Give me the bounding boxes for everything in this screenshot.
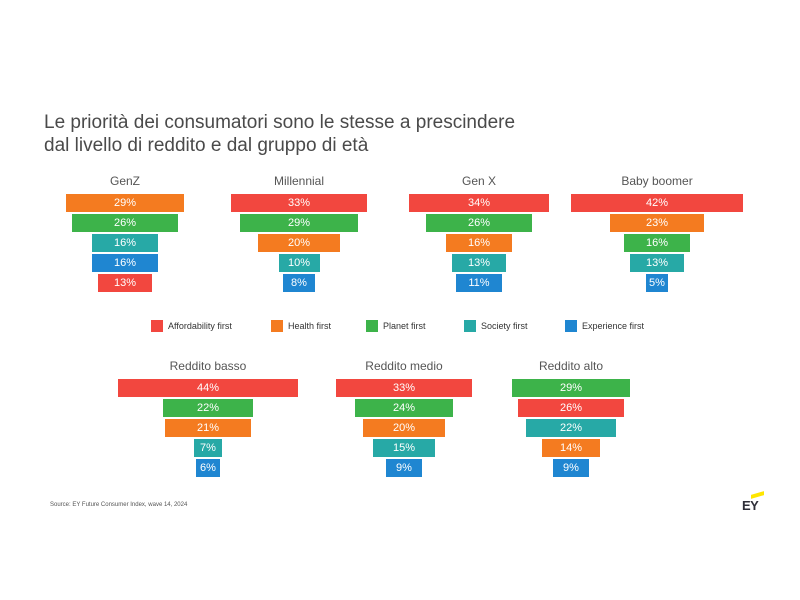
funnel-title: GenZ — [109, 174, 140, 188]
bar-society-first: 10% — [278, 254, 320, 272]
funnel-millennial: Millennial 33% 29% 20% 10% 8% — [219, 174, 379, 294]
legend: Affordability first Health first Planet fi… — [151, 320, 671, 336]
legend-label: Planet first — [383, 321, 426, 331]
legend-swatch — [366, 320, 378, 332]
title-line-1: Le priorità dei consumatori sono le stes… — [44, 112, 516, 133]
bar-affordability-first: 33% — [231, 194, 367, 212]
bar-health-first: 21% — [164, 419, 252, 437]
funnel-title: Millennial — [273, 174, 325, 188]
bar-health-first: 29% — [65, 194, 185, 212]
funnel-title: Reddito basso — [169, 359, 247, 373]
bar-affordability-first: 26% — [517, 399, 625, 417]
funnel-reddito-alto: Reddito alto 29% 26% 22% 14% 9% — [491, 359, 651, 479]
bar-affordability-first: 13% — [98, 274, 152, 292]
bar-health-first: 14% — [542, 439, 600, 457]
bar-society-first: 13% — [630, 254, 684, 272]
bar-experience-first: 5% — [646, 274, 668, 292]
legend-label: Affordability first — [168, 321, 232, 331]
funnel-baby-boomer: Baby boomer 42% 23% 16% 13% 5% — [570, 174, 744, 294]
page-title: Le priorità dei consumatori sono le stes… — [44, 111, 604, 157]
funnel-gen-x: Gen X 34% 26% 16% 13% 11% — [399, 174, 559, 294]
bar-affordability-first: 33% — [336, 379, 472, 397]
bar-planet-first: 26% — [71, 214, 179, 232]
funnel-title: Reddito medio — [365, 359, 443, 373]
funnel-title: Reddito alto — [538, 359, 604, 373]
funnel-reddito-basso: Reddito basso 44% 22% 21% 7% 6% — [117, 359, 299, 479]
bar-health-first: 20% — [258, 234, 340, 252]
bar-experience-first: 8% — [282, 274, 316, 292]
bar-health-first: 20% — [363, 419, 445, 437]
funnel-reddito-medio: Reddito medio 33% 24% 20% 15% 9% — [324, 359, 484, 479]
bar-society-first: 22% — [525, 419, 617, 437]
legend-swatch — [565, 320, 577, 332]
legend-label: Experience first — [582, 321, 645, 331]
bar-society-first: 7% — [193, 439, 223, 457]
funnel-genz: GenZ 29% 26% 16% 16% 13% — [45, 174, 205, 294]
ey-logo-text: EY — [742, 498, 759, 513]
bar-planet-first: 29% — [511, 379, 631, 397]
bar-health-first: 23% — [609, 214, 705, 232]
funnel-title: Baby boomer — [621, 174, 693, 188]
bar-planet-first: 24% — [354, 399, 454, 417]
bar-health-first: 16% — [446, 234, 512, 252]
bar-society-first: 16% — [92, 234, 158, 252]
legend-label: Society first — [481, 321, 528, 331]
legend-label: Health first — [288, 321, 332, 331]
bar-experience-first: 9% — [552, 459, 590, 477]
ey-logo: EY — [742, 491, 766, 514]
title-line-2: dal livello di reddito e dal gruppo di e… — [44, 135, 369, 156]
bar-affordability-first: 34% — [409, 194, 549, 212]
bar-planet-first: 16% — [624, 234, 690, 252]
legend-swatch — [464, 320, 476, 332]
funnel-title: Gen X — [461, 174, 497, 188]
legend-swatch — [271, 320, 283, 332]
bar-affordability-first: 42% — [570, 194, 744, 212]
bar-experience-first: 9% — [385, 459, 423, 477]
bar-experience-first: 16% — [92, 254, 158, 272]
bar-affordability-first: 44% — [117, 379, 299, 397]
bar-experience-first: 11% — [456, 274, 502, 292]
source-note: Source: EY Future Consumer Index, wave 1… — [50, 502, 188, 508]
bar-society-first: 15% — [373, 439, 435, 457]
legend-swatch — [151, 320, 163, 332]
bar-experience-first: 6% — [195, 459, 221, 477]
bar-planet-first: 22% — [162, 399, 254, 417]
bar-planet-first: 26% — [425, 214, 533, 232]
bar-society-first: 13% — [452, 254, 506, 272]
bar-planet-first: 29% — [239, 214, 359, 232]
